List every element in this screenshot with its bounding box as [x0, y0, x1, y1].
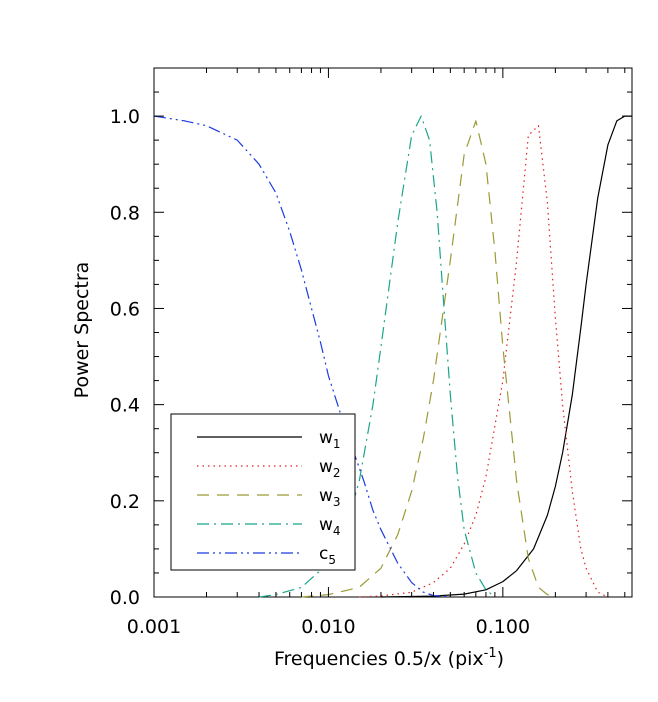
tick-labels: 0.001 0.010 0.100 0.0 0.2 0.4 0.6 0.8 1.0: [110, 106, 530, 638]
y-tick-label: 0.0: [110, 587, 140, 609]
series-line-w4: [258, 115, 496, 598]
series-line-w3: [301, 120, 556, 598]
series-line-w1: [380, 115, 632, 598]
legend-box: [170, 413, 356, 571]
legend-entry: w3: [319, 486, 341, 509]
y-tick-label: 0.4: [110, 395, 140, 417]
y-tick-label: 1.0: [110, 106, 140, 128]
x-axis-title-sup: -1: [484, 646, 497, 661]
x-tick-label: 0.001: [127, 616, 181, 638]
y-tick-label: 0.8: [110, 202, 140, 224]
legend-entry: w4: [319, 515, 341, 538]
legend-entry: w1: [319, 428, 341, 451]
y-tick-label: 0.2: [110, 491, 140, 513]
legend-entry: c5: [319, 544, 336, 567]
series-line-c5: [153, 115, 451, 598]
series-line-w2: [359, 125, 609, 598]
legend-entry: w2: [319, 457, 341, 480]
y-axis-title: Power Spectra: [71, 262, 93, 399]
x-axis-title-end: ): [497, 648, 504, 670]
y-tick-label: 0.6: [110, 298, 140, 320]
x-tick-label: 0.100: [476, 616, 530, 638]
x-axis-title-main: Frequencies 0.5/x (pix: [274, 648, 484, 670]
axes-ticks: [153, 67, 632, 598]
x-axis-title: Frequencies 0.5/x (pix-1): [274, 646, 504, 670]
x-tick-label: 0.010: [301, 616, 355, 638]
legend: w1 w2 w3 w4 c5: [170, 413, 356, 571]
series-layer: [153, 115, 632, 598]
